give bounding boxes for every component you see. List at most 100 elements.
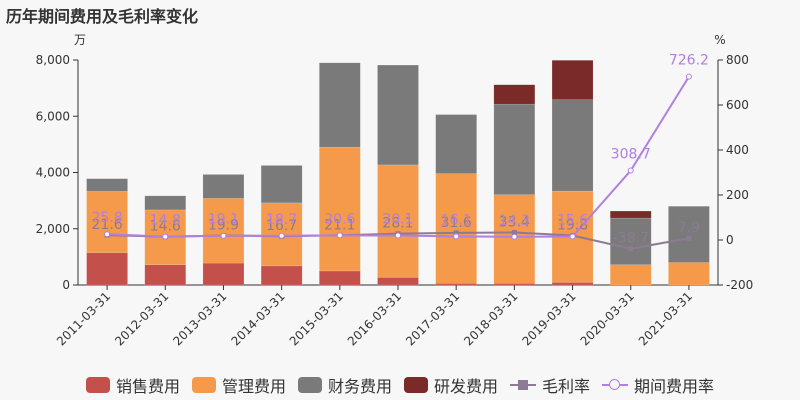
period-expense-rate-data-label: 20.1 (382, 211, 413, 227)
period-expense-rate-point (104, 231, 111, 238)
gross-margin-point (628, 246, 634, 252)
bar-rd (609, 210, 652, 219)
legend-swatch-rd (404, 377, 428, 393)
legend-label-period-expense-rate: 期间费用率 (634, 377, 715, 396)
period-expense-rate-point (511, 233, 518, 240)
bar-finance (202, 174, 245, 199)
y-tick-label-right: 600 (726, 98, 749, 112)
legend-item-finance[interactable]: 财务费用 (297, 373, 392, 397)
gross-margin-data-label: 7.9 (678, 220, 700, 236)
legend-label-sales: 销售费用 (115, 377, 180, 396)
period-expense-rate-data-label: 14.8 (150, 213, 181, 229)
y-tick-label-left: 2,000 (36, 222, 70, 236)
period-expense-rate-point (395, 232, 401, 239)
legend-item-rd[interactable]: 研发费用 (404, 373, 498, 397)
right-axis-unit: % (714, 33, 725, 47)
gross-margin-point (686, 235, 692, 241)
y-tick-label-left: 4,000 (36, 166, 70, 180)
legend-item-period-expense-rate[interactable]: 期间费用率 (602, 373, 714, 397)
bar-mgmt (668, 262, 710, 286)
period-expense-rate-point (336, 232, 343, 239)
bar-finance (144, 195, 187, 211)
gross-margin-data-label: 21.1 (324, 217, 355, 233)
period-expense-rate-data-label: 19.1 (208, 212, 239, 228)
y-tick-label-right: 400 (726, 143, 749, 157)
gross-margin-data-label: -38.7 (613, 231, 649, 247)
bar-finance (668, 206, 710, 263)
bar-rd (551, 60, 594, 100)
y-tick-label-left: 6,000 (36, 109, 70, 123)
x-tick-label: 2018-03-31 (461, 289, 520, 348)
bar-finance (86, 178, 128, 192)
period-expense-rate-data-label: 14.3 (499, 213, 530, 229)
bar-finance (609, 217, 652, 265)
bar-sales (377, 277, 419, 286)
bar-finance (260, 165, 303, 204)
legend-marker-period-expense-rate (602, 377, 629, 393)
bar-finance (319, 62, 361, 148)
y-tick-label-right: 800 (726, 53, 749, 67)
x-tick-label: 2016-03-31 (345, 289, 404, 348)
bar-rd (493, 84, 536, 105)
y-tick-label-right: 0 (726, 233, 734, 247)
bar-sales (493, 283, 536, 286)
period-expense-rate-point (162, 233, 169, 240)
period-expense-rate-point (278, 232, 285, 239)
period-expense-rate-point (627, 167, 634, 174)
gross-margin-data-label: 21.6 (92, 217, 123, 233)
bar-mgmt (609, 264, 652, 286)
x-tick-label: 2014-03-31 (229, 289, 288, 348)
legend-label-gross-margin: 毛利率 (542, 377, 591, 396)
period-expense-rate-point (453, 233, 460, 240)
y-tick-label-right: -200 (726, 278, 753, 292)
x-tick-label: 2020-03-31 (578, 289, 637, 348)
bar-finance (435, 114, 477, 174)
legend-swatch-finance (297, 377, 322, 393)
x-tick-label: 2019-03-31 (519, 289, 578, 348)
bar-sales (260, 265, 303, 286)
gross-margin-data-label: 19.9 (208, 218, 239, 234)
bar-sales (319, 270, 361, 286)
gross-margin-point (453, 230, 459, 236)
x-tick-label: 2013-03-31 (170, 289, 229, 348)
bar-mgmt (319, 146, 361, 272)
bar-finance (551, 99, 594, 192)
legend-label-rd: 研发费用 (434, 377, 499, 396)
x-tick-label: 2021-03-31 (636, 289, 695, 348)
y-tick-label-left: 0 (62, 278, 70, 292)
left-axis-unit: 万 (74, 33, 86, 47)
chart-title: 历年期间费用及毛利率变化 (6, 7, 199, 26)
legend-swatch-mgmt (191, 377, 216, 393)
legend-item-gross-margin[interactable]: 毛利率 (510, 373, 590, 397)
bar-sales (202, 262, 245, 286)
bar-mgmt (377, 164, 419, 278)
legend-swatch-sales (85, 377, 110, 393)
legend-item-sales[interactable]: 销售费用 (85, 373, 180, 397)
period-expense-rate-point (220, 232, 227, 239)
bar-sales (86, 252, 128, 286)
legend-marker-gross-margin (510, 377, 537, 393)
gross-margin-data-label: 31.6 (441, 215, 472, 231)
gross-margin-point (511, 229, 517, 235)
period-expense-rate-data-label: 308.7 (611, 147, 651, 163)
y-tick-label-right: 200 (726, 188, 749, 202)
legend-item-mgmt[interactable]: 管理费用 (191, 373, 286, 397)
y-tick-label-left: 8,000 (36, 53, 70, 67)
x-tick-label: 2015-03-31 (287, 289, 346, 348)
gross-margin-data-label: 28.1 (382, 216, 413, 232)
x-tick-label: 2012-03-31 (112, 289, 171, 348)
period-expense-rate-data-label: 20.6 (324, 211, 355, 227)
legend-label-mgmt: 管理费用 (221, 377, 286, 396)
x-tick-label: 2017-03-31 (403, 289, 462, 348)
gross-margin-data-label: 16.7 (266, 218, 297, 234)
bar-mgmt (435, 173, 477, 284)
bar-sales (144, 264, 187, 286)
legend-label-finance: 财务费用 (327, 377, 392, 396)
period-expense-rate-data-label: 18.7 (266, 212, 297, 228)
gross-margin-data-label: 19.8 (557, 218, 588, 234)
period-expense-rate-data-label: 25.8 (92, 210, 123, 226)
gross-margin-data-label: 33.4 (499, 214, 530, 230)
period-expense-rate-data-label: 726.2 (669, 53, 709, 69)
bar-mgmt (202, 198, 245, 264)
